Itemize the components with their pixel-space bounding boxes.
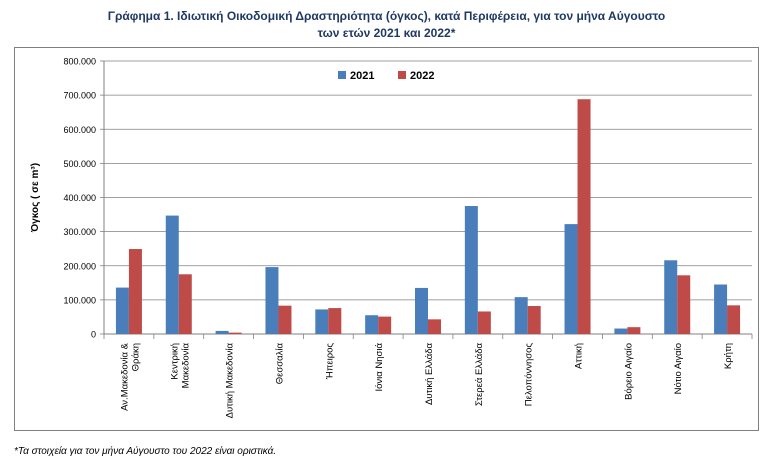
legend-swatch-2022 (398, 71, 406, 79)
chart-title-line-1: Γράφημα 1. Ιδιωτική Οικοδομική Δραστηριό… (107, 9, 666, 23)
y-tick-label: 800.000 (63, 57, 96, 67)
x-category-label-line: Κρήτη (723, 343, 734, 369)
bar-2021-8 (514, 297, 528, 334)
y-axis-title: Όγκος ( σε m³) (30, 163, 41, 233)
bar-2021-5 (365, 315, 379, 334)
y-tick-label: 600.000 (63, 125, 96, 135)
y-tick-label: 700.000 (63, 91, 96, 101)
bar-2022-2 (228, 332, 242, 334)
x-category-label-line: Ιόνια Νησιά (374, 342, 385, 391)
x-category-label-line: Πελοπόννησος (524, 343, 535, 407)
x-category-label: Βόρειο Αιγαίο (623, 343, 634, 400)
bar-2022-1 (178, 274, 192, 334)
bar-2022-5 (378, 316, 392, 334)
x-category-label: Δυτική Μακεδονία (225, 343, 236, 419)
x-category-label-line: Θράκη (130, 343, 141, 371)
bar-2021-1 (165, 215, 179, 334)
x-category-label: Νότιο Αιγαίο (673, 343, 684, 394)
x-category-label-line: Αν.Μακεδονία & (119, 342, 130, 411)
x-category-label-line: Δυτική Ελλάδα (424, 342, 435, 405)
legend-swatch-2021 (338, 71, 346, 79)
bar-2022-4 (328, 308, 342, 334)
bar-2022-9 (577, 99, 591, 334)
bar-2022-7 (477, 311, 491, 334)
x-category-label-line: Κεντρική (169, 343, 180, 380)
x-category-label: Πελοπόννησος (524, 343, 535, 407)
y-tick-label: 100.000 (63, 295, 96, 305)
x-category-label-line: Μακεδονία (180, 343, 191, 389)
x-category-label: Αττική (574, 343, 585, 369)
bar-2022-8 (527, 306, 541, 334)
x-category-label: Ήπειρος (324, 343, 335, 381)
bar-2021-12 (714, 284, 728, 334)
legend-label-2022: 2022 (410, 70, 434, 82)
bar-2021-2 (215, 330, 229, 334)
bar-2021-7 (464, 206, 478, 334)
footnote: *Τα στοιχεία για τον μήνα Αύγουστο του 2… (14, 446, 277, 457)
y-tick-label: 200.000 (63, 261, 96, 271)
y-tick-label: 400.000 (63, 193, 96, 203)
x-category-label: Αν.Μακεδονία &Θράκη (119, 342, 141, 411)
x-category-label: Θεσσαλία (274, 342, 285, 384)
bar-2021-6 (415, 287, 428, 334)
x-category-label-line: Ήπειρος (324, 343, 335, 381)
x-category-label: Ιόνια Νησιά (374, 342, 385, 391)
bar-2022-12 (727, 305, 741, 334)
bar-2021-0 (115, 287, 129, 334)
bar-2021-4 (315, 309, 329, 334)
y-tick-label: 500.000 (63, 159, 96, 169)
bar-2022-0 (128, 249, 142, 334)
x-category-label-line: Αττική (574, 343, 585, 369)
x-category-label-line: Βόρειο Αιγαίο (623, 343, 634, 400)
y-tick-label: 300.000 (63, 227, 96, 237)
bar-2021-3 (265, 267, 279, 334)
x-category-label-line: Νότιο Αιγαίο (673, 343, 684, 394)
chart-title: Γράφημα 1. Ιδιωτική Οικοδομική Δραστηριό… (0, 8, 773, 42)
bar-2021-10 (614, 328, 628, 334)
chart-frame (14, 47, 759, 431)
x-category-label: Δυτική Ελλάδα (424, 342, 435, 405)
bar-2022-10 (627, 327, 641, 334)
bar-2022-11 (677, 275, 691, 334)
bar-2021-9 (564, 224, 578, 334)
bar-2021-11 (664, 260, 678, 334)
x-category-label-line: Δυτική Μακεδονία (225, 343, 236, 419)
x-category-label: Στερεά Ελλάδα (474, 343, 485, 407)
chart-title-line-2: των ετών 2021 και 2022* (317, 26, 456, 40)
x-category-label-line: Στερεά Ελλάδα (474, 343, 485, 407)
bar-2022-6 (428, 319, 441, 334)
x-category-label: Κρήτη (723, 343, 734, 369)
bar-2022-3 (278, 305, 292, 334)
legend-label-2021: 2021 (350, 70, 374, 82)
x-category-label-line: Θεσσαλία (274, 342, 285, 384)
y-tick-label: 0 (91, 330, 96, 340)
x-category-label: ΚεντρικήΜακεδονία (169, 343, 191, 389)
